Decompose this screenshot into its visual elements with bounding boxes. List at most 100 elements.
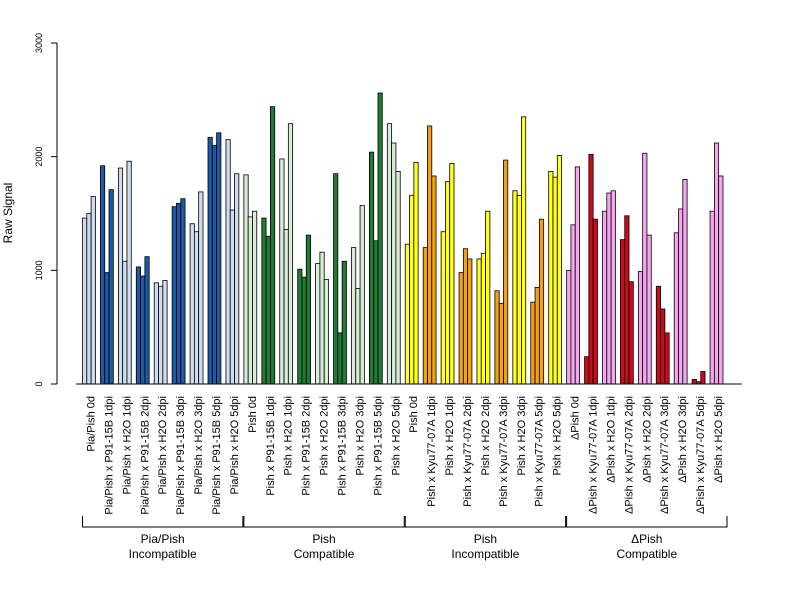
bar [530, 301, 536, 385]
bar [193, 231, 200, 385]
bar [637, 271, 644, 385]
bar [570, 224, 576, 385]
y-axis: 0 1000 2000 3000 [34, 33, 58, 387]
x-tick-label: ΔPish x H2O 1dpi [605, 396, 617, 483]
bar [373, 240, 379, 385]
bar [628, 281, 634, 385]
group-label-line1: Pia/Pish [141, 532, 185, 546]
bar [682, 178, 688, 385]
x-tick-label: Pish x H2O 5dpi [390, 396, 402, 475]
x-tick-label: ΔPish x Kyu77-07A 3dpi [659, 396, 671, 514]
bar [404, 243, 410, 385]
x-tick-label: Pia/Pish x H2O 2dpi [157, 396, 169, 494]
bar [485, 210, 491, 385]
bar [265, 235, 271, 385]
bar [592, 218, 598, 385]
group-bracket [566, 516, 728, 528]
bar [158, 285, 164, 385]
bar [602, 210, 608, 385]
bar [427, 125, 433, 385]
bar [297, 268, 303, 385]
bar [261, 217, 267, 385]
bar [664, 332, 670, 385]
x-tick-label: Pish x P91-15B 1dpi [265, 396, 277, 496]
bar [252, 210, 258, 385]
x-tick-label: Pia/Pish 0d [85, 396, 97, 452]
bar [243, 174, 249, 385]
x-tick-label: Pia/Pish x P91-15B 2dpi [139, 396, 151, 515]
bar [574, 166, 580, 385]
bar [480, 252, 486, 385]
bar [153, 282, 159, 385]
bar [655, 285, 661, 385]
bar [135, 266, 141, 385]
bar [588, 153, 594, 385]
bar [126, 160, 132, 385]
bar [234, 173, 240, 385]
x-tick-label: Pish x H2O 2dpi [319, 396, 331, 475]
bar [431, 175, 437, 385]
bar [279, 158, 285, 385]
bar [90, 196, 96, 385]
bar [512, 190, 518, 385]
x-tick-label: ΔPish x H2O 2dpi [641, 396, 653, 483]
x-tick-label: ΔPish 0d [570, 396, 582, 440]
bar [462, 248, 469, 385]
x-tick-label: Pish x Kyu77-07A 1dpi [426, 396, 438, 507]
bar [503, 159, 509, 385]
bar [82, 217, 88, 385]
group-bracket [82, 516, 244, 528]
bar [117, 167, 124, 385]
x-tick-label: Pia/Pish x P91-15B 1dpi [103, 396, 115, 515]
bar [287, 123, 294, 385]
bar [368, 151, 375, 385]
bar [467, 258, 473, 385]
bar [660, 308, 666, 385]
bar [341, 260, 347, 385]
bar [700, 371, 706, 385]
y-tick-label: 3000 [34, 33, 44, 53]
bar [189, 223, 195, 385]
x-tick-label: ΔPish x Kyu77-07A 1dpi [588, 396, 600, 514]
bar [198, 191, 204, 385]
bar [538, 218, 545, 385]
group-bracket [404, 516, 567, 528]
y-tick-label: 2000 [34, 147, 44, 167]
bar [642, 152, 648, 385]
bar [395, 171, 401, 385]
x-tick-label: Pish x Kyu77-07A 5dpi [534, 396, 546, 507]
bar [391, 142, 397, 385]
bar [409, 194, 415, 385]
bar [534, 286, 540, 385]
bar [494, 290, 500, 385]
x-tick-label: Pia/Pish x H2O 1dpi [121, 396, 133, 494]
bar [673, 232, 679, 385]
bar [646, 234, 652, 385]
x-tick-label: Pish x Kyu77-07A 3dpi [498, 396, 510, 507]
bar [211, 144, 218, 385]
category-labels: Pia/Pish 0d Pia/Pish x P91-15B 1dpi Pia/Pi… [85, 396, 725, 515]
bar [108, 189, 114, 385]
bar [100, 165, 106, 385]
x-tick-label: ΔPish x Kyu77-07A 2dpi [623, 396, 635, 514]
bar [162, 280, 168, 385]
bar [305, 234, 311, 385]
bar [422, 247, 428, 385]
x-tick-label: Pish x H2O 1dpi [283, 396, 295, 475]
bar [556, 155, 562, 385]
group-label-line1: Pish [474, 532, 497, 546]
bar [270, 106, 276, 385]
bar [445, 181, 451, 385]
bar [678, 208, 684, 385]
group-label-line1: ΔPish [631, 532, 662, 546]
group-bracket [243, 516, 405, 528]
bar [171, 206, 177, 385]
bar [709, 210, 715, 385]
y-tick-label: 0 [34, 381, 44, 386]
x-tick-label: Pish 0d [247, 396, 259, 433]
bar [180, 198, 186, 385]
x-tick-label: ΔPish x H2O 5dpi [713, 396, 725, 483]
x-tick-label: ΔPish x H2O 3dpi [677, 396, 689, 483]
bar [624, 215, 630, 385]
y-axis-label: Raw Signal [1, 183, 15, 244]
